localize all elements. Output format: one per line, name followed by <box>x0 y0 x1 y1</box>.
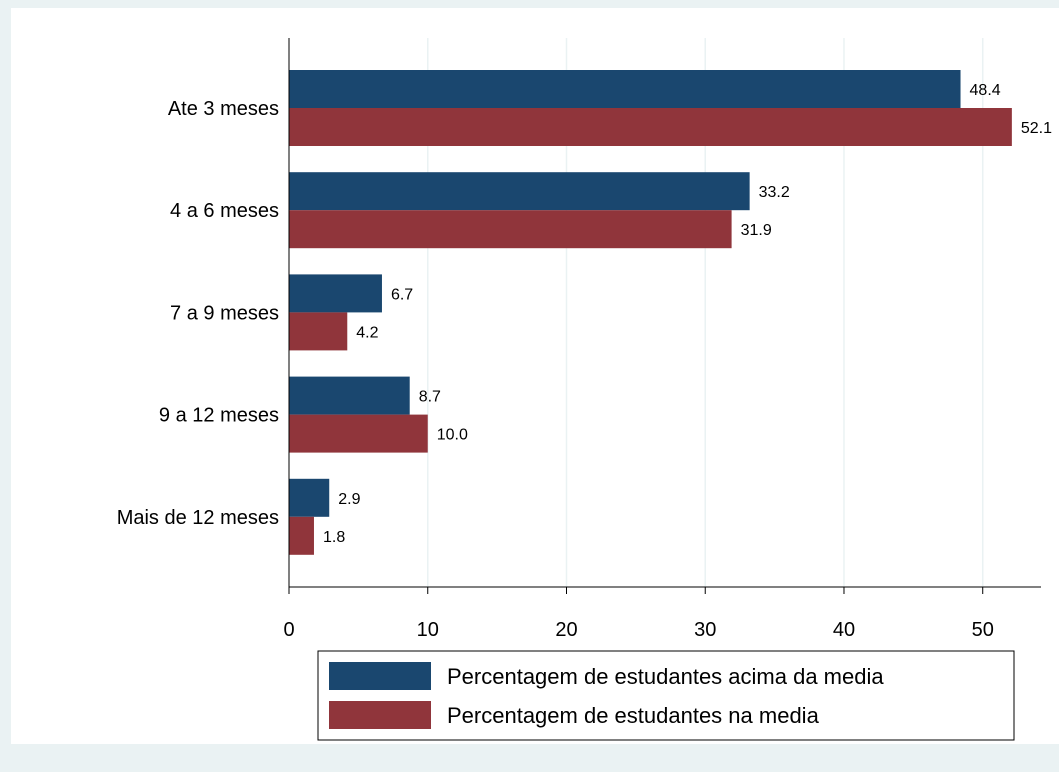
x-tick-label: 10 <box>417 619 439 641</box>
bar <box>289 70 961 108</box>
x-tick-label: 20 <box>555 619 577 641</box>
category-labels: Ate 3 meses 4 a 6 meses 7 a 9 meses 9 a 12 … <box>117 98 279 529</box>
x-tick-label: 40 <box>833 619 855 641</box>
x-axis-ticks: 0 10 20 30 40 50 <box>283 587 994 641</box>
bar <box>289 210 732 249</box>
bar <box>289 274 382 313</box>
legend-label-series-2: Percentagem de estudantes na media <box>447 703 820 728</box>
bar <box>289 312 348 351</box>
legend: Percentagem de estudantes acima da media… <box>317 650 1015 741</box>
bar-value-label: 10.0 <box>437 427 468 444</box>
category-label: Ate 3 meses <box>168 98 279 120</box>
bar-value-label: 52.1 <box>1021 120 1052 137</box>
x-tick-label: 30 <box>694 619 716 641</box>
bars <box>289 70 1012 555</box>
category-label: 4 a 6 meses <box>170 200 279 222</box>
bar <box>289 172 750 211</box>
bar <box>289 376 410 415</box>
bar <box>289 516 314 555</box>
bar-value-label: 2.9 <box>338 491 360 508</box>
bar-value-label: 48.4 <box>970 82 1001 99</box>
legend-label-series-1: Percentagem de estudantes acima da media <box>447 664 884 689</box>
bar-value-label: 4.2 <box>356 324 378 341</box>
bar <box>289 478 330 517</box>
x-tick-label: 0 <box>283 619 294 641</box>
category-label: 7 a 9 meses <box>170 302 279 324</box>
category-label: Mais de 12 meses <box>117 507 279 529</box>
legend-swatch-series-2 <box>329 701 431 729</box>
bar-value-label: 6.7 <box>391 286 413 303</box>
bar <box>289 108 1012 146</box>
bar <box>289 414 428 453</box>
bar-labels: 48.4 52.1 33.2 31.9 6.7 4.2 8.7 10.0 2.9 1.8 <box>323 82 1052 546</box>
axes <box>288 38 1041 588</box>
bar-value-label: 8.7 <box>419 389 441 406</box>
bar-value-label: 1.8 <box>323 529 345 546</box>
bar-value-label: 31.9 <box>741 222 772 239</box>
category-label: 9 a 12 meses <box>159 405 279 427</box>
bar-value-label: 33.2 <box>759 184 790 201</box>
x-tick-label: 50 <box>972 619 994 641</box>
legend-swatch-series-1 <box>329 662 431 690</box>
legend-box <box>317 650 1015 741</box>
